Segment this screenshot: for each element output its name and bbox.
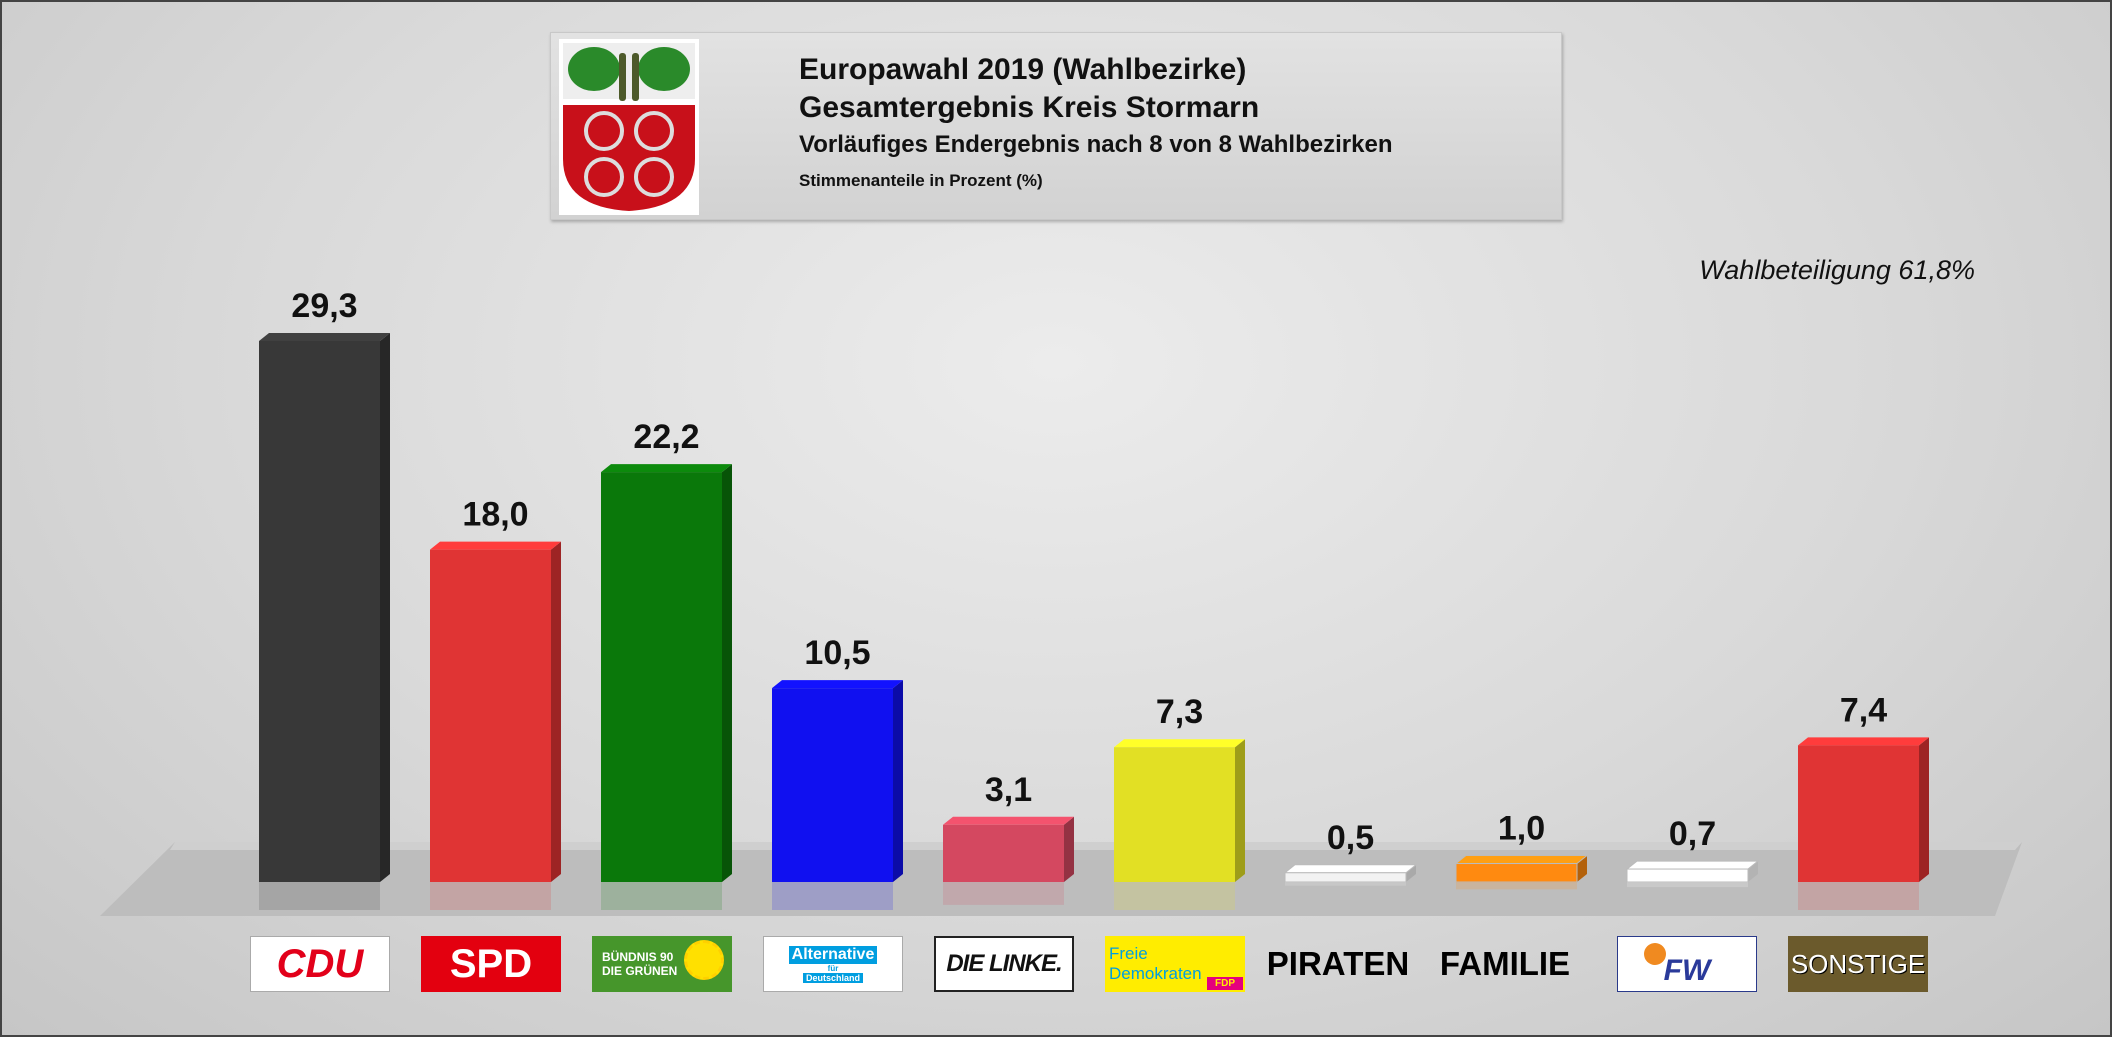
bar-reflection-GRÜNE bbox=[601, 882, 722, 910]
chart-unit: Stimmenanteile in Prozent (%) bbox=[799, 171, 1043, 190]
bar-value-label: 18,0 bbox=[462, 496, 528, 534]
bar-value-label: 0,7 bbox=[1669, 815, 1716, 853]
bar-value-label: 1,0 bbox=[1498, 810, 1545, 848]
bar-top-AfD bbox=[772, 680, 903, 689]
logo-afd-line1: Alternative bbox=[788, 945, 878, 964]
bar-value-label: 3,1 bbox=[985, 771, 1032, 809]
bar-value-label: 7,3 bbox=[1156, 693, 1203, 731]
bar-side-GRÜNE bbox=[722, 464, 732, 882]
chart-subtitle: Gesamtergebnis Kreis Stormarn bbox=[799, 91, 1260, 124]
logo-fw-text: FW bbox=[1663, 954, 1711, 987]
bar-top-PIRATEN bbox=[1283, 864, 1418, 874]
logo-gruene-line1: BÜNDNIS 90 bbox=[602, 950, 674, 964]
title-box: Europawahl 2019 (Wahlbezirke) Gesamterge… bbox=[550, 32, 1562, 220]
logo-fw: FW bbox=[1617, 936, 1757, 992]
turnout-label: Wahlbeteiligung 61,8% bbox=[1699, 255, 1975, 285]
bar-GRÜNE bbox=[601, 472, 722, 882]
logo-afd: Alternative für Deutschland bbox=[763, 936, 903, 992]
sunflower-icon bbox=[684, 940, 724, 980]
logo-fdp-line3: FDP bbox=[1207, 977, 1243, 990]
bar-top-FAMILIE bbox=[1454, 855, 1589, 865]
logo-afd-line2: für bbox=[827, 963, 839, 973]
bar-PIRATEN bbox=[1284, 872, 1407, 883]
bar-reflection-CDU bbox=[259, 882, 380, 910]
bar-FAMILIE bbox=[1455, 863, 1578, 883]
logo-fdp-line2: Demokraten bbox=[1109, 964, 1202, 983]
logo-cdu: CDU bbox=[250, 936, 390, 992]
bar-value-label: 22,2 bbox=[633, 418, 699, 456]
logo-fdp: Freie Demokraten FDP bbox=[1105, 936, 1245, 992]
bar-reflection-PIRATEN bbox=[1285, 882, 1406, 886]
bar-side-SONSTIGE bbox=[1919, 737, 1929, 882]
bar-SPD bbox=[430, 549, 551, 882]
bar-reflection-AfD bbox=[772, 882, 893, 910]
bar-side-CDU bbox=[380, 333, 390, 882]
coat-of-arms-icon bbox=[559, 39, 699, 215]
logo-fdp-line1: Freie bbox=[1109, 944, 1148, 963]
bar-side-SPD bbox=[551, 541, 561, 882]
bar-FDP bbox=[1114, 747, 1235, 882]
logo-gruene: BÜNDNIS 90 DIE GRÜNEN bbox=[592, 936, 732, 992]
bar-value-label: 29,3 bbox=[291, 287, 357, 325]
bar-top-SPD bbox=[430, 541, 561, 550]
logo-familie: FAMILIE bbox=[1439, 945, 1571, 982]
bar-side-PIRATEN bbox=[1406, 864, 1416, 882]
bar-top-FW bbox=[1625, 860, 1760, 870]
bar-value-label: 7,4 bbox=[1840, 691, 1887, 729]
logo-piraten: PIRATEN bbox=[1266, 945, 1410, 982]
bar-AfD bbox=[772, 688, 893, 882]
chart-status: Vorläufiges Endergebnis nach 8 von 8 Wah… bbox=[799, 131, 1393, 158]
bar-top-GRÜNE bbox=[601, 464, 732, 473]
bar-SONSTIGE bbox=[1798, 745, 1919, 882]
bar-reflection-FW bbox=[1627, 882, 1748, 888]
bar-reflection-FDP bbox=[1114, 882, 1235, 910]
bar-reflection-DIE LINKE bbox=[943, 882, 1064, 905]
logo-sonstige: SONSTIGE bbox=[1788, 936, 1928, 992]
logo-linke: DIE LINKE. bbox=[934, 936, 1074, 992]
bar-value-label: 0,5 bbox=[1327, 819, 1374, 857]
bar-side-FW bbox=[1748, 861, 1758, 882]
logo-afd-line3: Deutschland bbox=[802, 972, 863, 983]
bar-CDU bbox=[259, 341, 380, 882]
bar-top-SONSTIGE bbox=[1798, 737, 1929, 746]
bar-top-FDP bbox=[1114, 739, 1245, 748]
bar-side-FDP bbox=[1235, 739, 1245, 882]
chart-title: Europawahl 2019 (Wahlbezirke) bbox=[799, 53, 1247, 86]
bar-reflection-FAMILIE bbox=[1456, 882, 1577, 890]
bar-side-AfD bbox=[893, 680, 903, 882]
bar-FW bbox=[1626, 868, 1749, 883]
sun-icon bbox=[1644, 943, 1666, 965]
bar-top-CDU bbox=[259, 333, 390, 341]
bar-top-DIE LINKE bbox=[943, 816, 1074, 825]
logo-gruene-line2: DIE GRÜNEN bbox=[602, 964, 678, 978]
bar-reflection-SONSTIGE bbox=[1798, 882, 1919, 910]
bar-reflection-SPD bbox=[430, 882, 551, 910]
bar-DIE LINKE bbox=[943, 824, 1064, 882]
bar-value-label: 10,5 bbox=[804, 634, 870, 672]
logo-spd: SPD bbox=[421, 936, 561, 992]
bar-side-DIE LINKE bbox=[1064, 816, 1074, 882]
